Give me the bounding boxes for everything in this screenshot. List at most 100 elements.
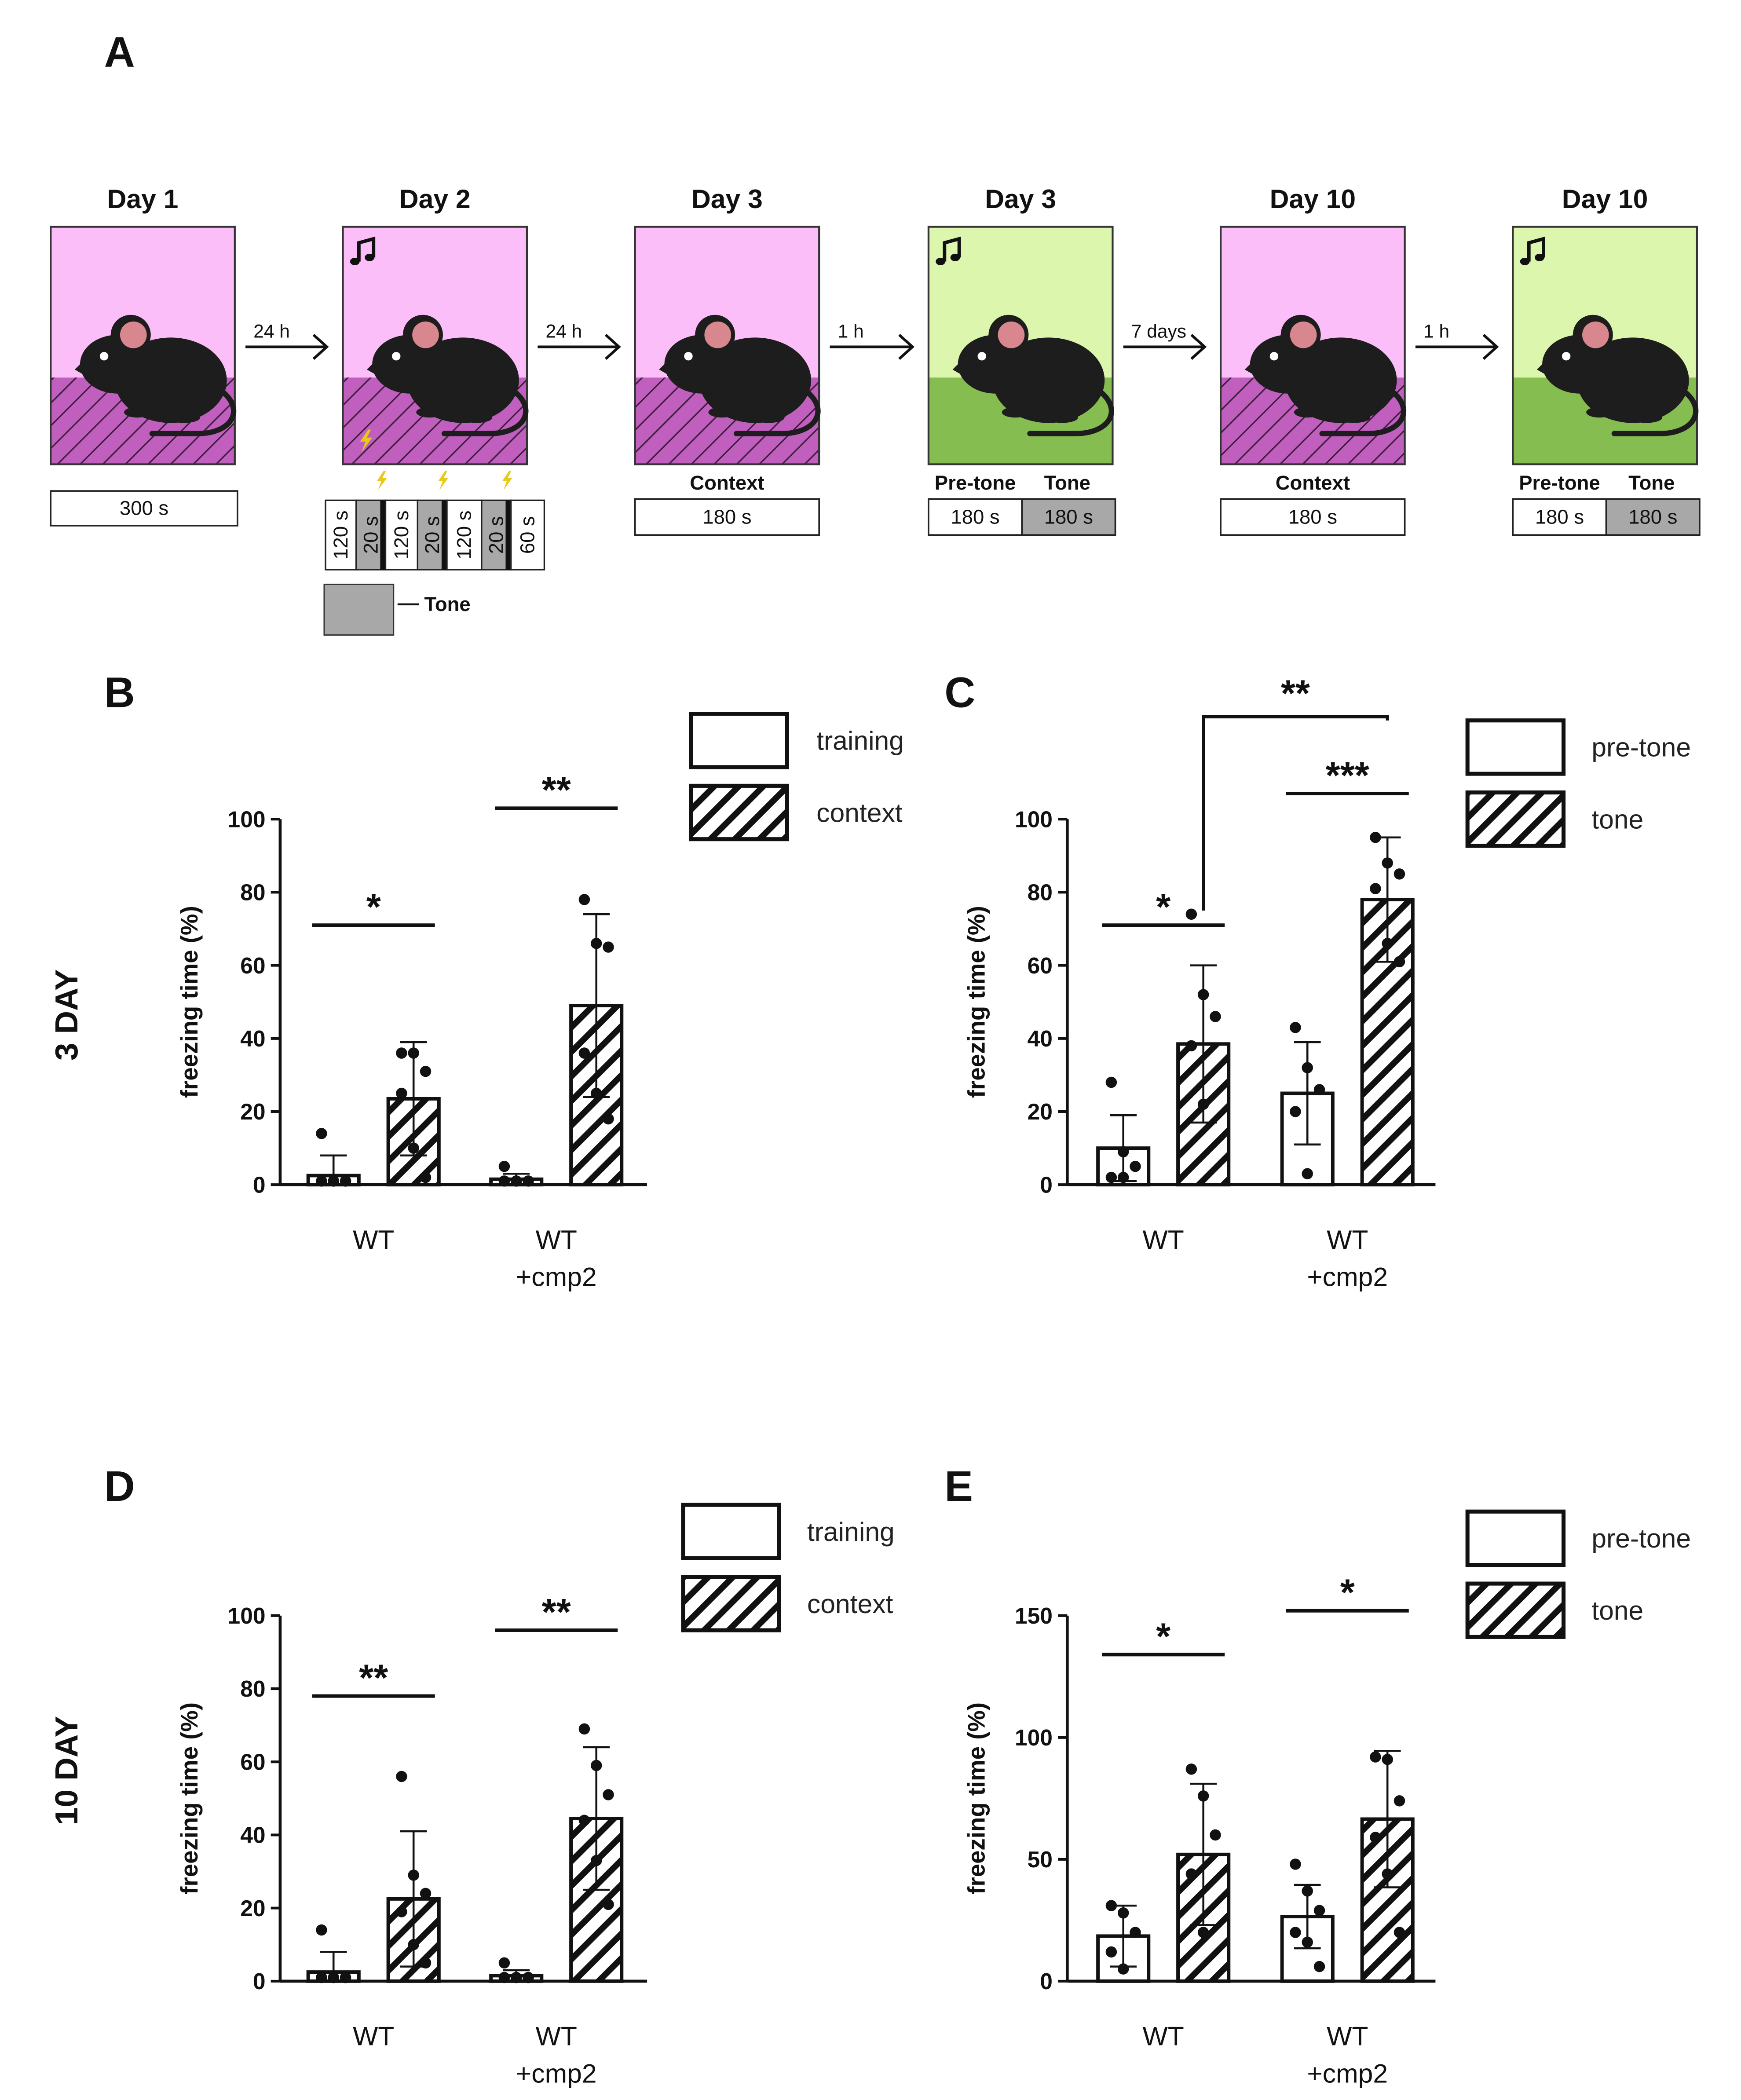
tone-duration-box-text: 180 s [1628,505,1677,528]
data-point [1117,1963,1129,1975]
timeline-segment-label: 20 s [485,516,507,554]
data-point [1394,1795,1405,1807]
charts-group: B 0 20 40 60 80 100 freezing time (%) WT WT +cmp2 *… [104,668,1691,2088]
data-point [1117,1907,1129,1919]
significance-stars: ** [359,1657,388,1699]
data-point [340,1972,351,1983]
y-axis-title: freezing time (%) [963,906,990,1098]
data-point [603,1789,614,1800]
interval-arrow: 1 h [830,321,915,360]
interval-arrow: 1 h [1415,321,1499,360]
mouse-eye [99,352,109,361]
context-duration-box-rect [1220,498,1406,536]
data-point [1370,832,1381,843]
chart-panel-d: D 0 20 40 60 80 100 freezing time (%) WT WT +cmp2 *… [104,1462,895,2088]
context-label: Context [1276,472,1350,494]
y-tick-label: 60 [240,953,265,978]
y-tick-label: 100 [1015,1725,1053,1750]
data-point [590,938,602,949]
music-note-icon [936,236,961,265]
tone-legend-swatch [323,583,395,636]
chamber-2: Day 2 [342,184,529,465]
arrow-label: 24 h [545,321,582,341]
pretone-duration-box: 180 s [1512,498,1607,536]
legend-label: context [816,798,903,827]
mouse-eye [392,352,401,361]
mouse-foot [1294,407,1321,418]
arrow-row: 24 h 24 h 1 h 7 days 1 h [245,321,1499,360]
pretone-label: Pre-tone [935,472,1016,494]
shock-icon [438,471,449,490]
chart-panel-b: B 0 20 40 60 80 100 freezing time (%) WT WT +cmp2 *… [104,668,904,1291]
data-point [1382,857,1393,869]
chamber-frame [927,226,1114,465]
data-point [1197,989,1209,1000]
pretone-duration-box-rect [1512,498,1607,536]
note-head [365,253,375,261]
legend-swatch [1465,718,1566,776]
data-point [328,1175,339,1187]
y-tick-label: 40 [240,1026,265,1051]
data-point [420,1065,432,1077]
data-point [498,1175,510,1187]
timeline-segment [384,499,418,571]
legend-swatch [689,712,789,769]
data-point [510,1175,522,1187]
mouse-eye [1562,352,1571,361]
mouse-tail [149,388,237,436]
shock-marker [441,500,447,570]
data-point [1394,1927,1405,1938]
chamber-frame [1219,226,1406,465]
legend-label: tone [1591,1595,1643,1625]
category-label: WT [353,1225,394,1255]
y-tick-label: 100 [228,806,266,832]
timeline-segment [510,499,545,571]
note-head [1520,257,1530,265]
category-label: WT [1327,2021,1368,2051]
music-note-icon [350,236,376,265]
day1-duration-box-rect [50,490,238,527]
data-point [1185,1868,1197,1880]
shock-marker [380,500,386,570]
chamber-6: Day 10 [1512,184,1699,465]
category-label: +cmp2 [516,1262,597,1292]
context-duration-box-text: 180 s [1288,505,1337,528]
chamber-frame [50,226,236,465]
mouse-tail [1027,388,1114,436]
data-point [1382,1868,1393,1880]
y-tick-label: 0 [253,1172,266,1197]
data-point [1210,1011,1221,1022]
mouse-foot [416,407,443,418]
y-axis-title: freezing time (%) [963,1702,990,1895]
legend-swatch [1465,790,1566,848]
data-point [1197,1790,1209,1802]
tone-duration-box: 180 s [1605,498,1701,536]
tone-duration-box-text: 180 s [1044,505,1093,528]
legend-swatch [689,783,789,841]
category-label: WT [1327,1225,1368,1255]
data-point [408,1939,419,1950]
chamber-frame [342,226,528,465]
mouse-foot [460,412,493,423]
tone-duration-box-rect [1021,498,1116,536]
chamber-day-title: Day 2 [399,184,471,214]
data-point [603,941,614,953]
context-duration-box: 180 s [1220,498,1406,536]
y-tick-label: 50 [1028,1847,1053,1872]
mouse-foot [1586,407,1613,418]
y-tick-label: 100 [1015,806,1053,832]
mouse-ear-inner [412,321,439,348]
data-point [1382,1753,1393,1765]
data-point [603,1899,614,1910]
data-point [1197,1098,1209,1110]
context-test: Context [1276,472,1350,494]
data-point [1117,1171,1129,1183]
category-label: WT [1143,1225,1184,1255]
category-label: +cmp2 [1307,1262,1388,1292]
y-tick-label: 80 [1028,880,1053,905]
data-point [523,1972,534,1983]
chamber-day-title: Day 10 [1562,184,1648,214]
mouse-foot [1002,407,1029,418]
pretone-label: Pre-tone [1519,472,1600,494]
legend-swatch [681,1575,781,1632]
